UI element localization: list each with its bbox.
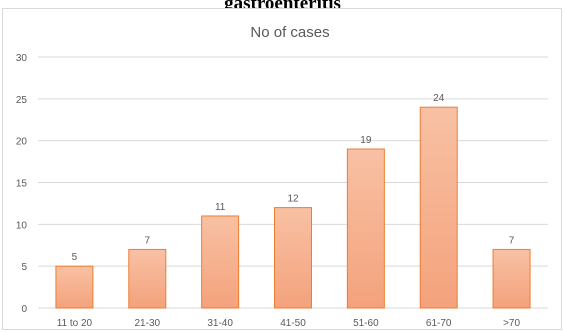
y-tick-label: 25 [16,95,28,106]
x-tick-label: 31-40 [207,318,233,329]
data-label: 7 [509,235,515,246]
data-label: 11 [215,202,226,213]
x-tick-label: >70 [503,318,520,329]
bar-11 to 20 [55,265,94,309]
y-tick-label: 30 [16,53,28,64]
bars [55,106,531,309]
bar-21-30 [128,248,167,309]
bar-61-70 [419,106,458,309]
x-tick-label: 51-60 [353,318,379,329]
y-tick-label: 0 [21,304,27,315]
y-tick-label: 20 [16,137,28,148]
data-label: 19 [360,135,372,146]
x-tick-label: 21-30 [134,318,160,329]
data-label: 7 [145,235,151,246]
x-axis-tick-labels: 11 to 20 21-30 31-40 41-50 51-60 61-70 >70 [57,318,521,329]
data-label: 5 [72,252,78,263]
x-tick-label: 61-70 [426,318,452,329]
chart-title: No of cases [250,24,329,41]
y-tick-label: 10 [16,220,28,231]
y-tick-label: 15 [16,179,28,190]
y-tick-label: 5 [21,262,27,273]
y-axis-tick-labels: 0 5 10 15 20 25 30 [16,53,28,315]
bar-41-50 [274,207,312,309]
data-labels: 5 7 11 12 19 24 7 [72,93,515,263]
x-tick-label: 11 to 20 [57,318,93,329]
x-tick-label: 41-50 [280,318,306,329]
bar-31-40 [201,215,240,309]
data-label: 24 [433,93,445,104]
bar->70 [492,248,531,309]
bar-51-60 [346,148,385,309]
data-label: 12 [287,194,299,205]
